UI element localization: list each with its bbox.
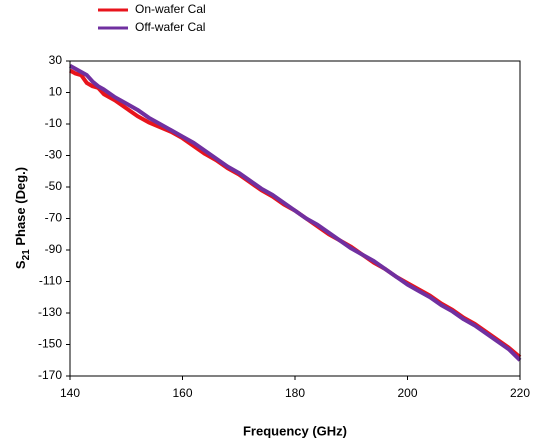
y-tick-label: -170: [38, 368, 62, 382]
plot-frame: [69, 60, 521, 377]
x-tick-label: 220: [510, 386, 530, 400]
y-tick-label: 30: [49, 53, 63, 67]
x-tick-label: 160: [172, 386, 192, 400]
y-label-sub: 21: [21, 249, 32, 261]
x-tick-label: 200: [397, 386, 417, 400]
legend-label: On-wafer Cal: [135, 2, 206, 16]
y-tick-label: -50: [45, 179, 63, 193]
y-label-main: S: [13, 260, 28, 269]
y-tick-label: -110: [39, 274, 62, 288]
y-tick-label: -10: [45, 116, 63, 130]
y-axis-label: S21 Phase (Deg.): [13, 167, 31, 269]
y-tick-label: -130: [38, 305, 62, 319]
x-tick-label: 140: [60, 386, 80, 400]
y-tick-label: -150: [38, 337, 62, 351]
y-tick-label: 10: [49, 85, 63, 99]
y-tick-label: -90: [45, 242, 63, 256]
y-tick-label: -70: [45, 211, 63, 225]
y-tick-label: -30: [45, 148, 63, 162]
series-line: [69, 68, 522, 359]
y-label-rest: Phase (Deg.): [13, 167, 28, 249]
x-tick-label: 180: [285, 386, 305, 400]
x-axis-label: Frequency (GHz): [243, 423, 347, 438]
series-line: [69, 63, 522, 362]
legend-label: Off-wafer Cal: [135, 20, 205, 34]
